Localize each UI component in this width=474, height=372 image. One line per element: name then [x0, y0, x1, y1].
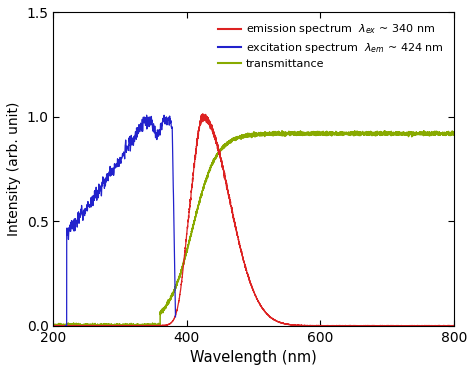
Legend: emission spectrum  $\lambda_{ex}$ ~ 340 nm, excitation spectrum  $\lambda_{em}$ : emission spectrum $\lambda_{ex}$ ~ 340 n…	[214, 18, 448, 74]
Y-axis label: Intensity (arb. unit): Intensity (arb. unit)	[7, 102, 21, 236]
X-axis label: Wavelength (nm): Wavelength (nm)	[190, 350, 317, 365]
